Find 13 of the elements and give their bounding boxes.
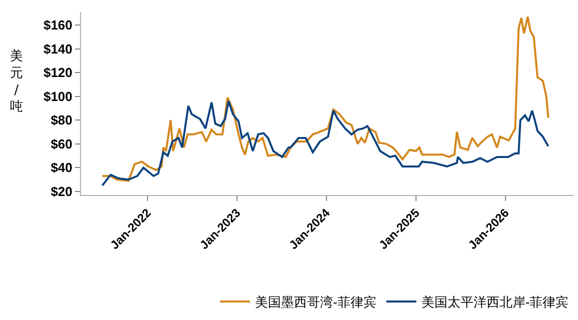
y-tick-label: $60 (50, 136, 72, 152)
y-tick-label: $80 (50, 112, 72, 128)
legend-label: 美国太平洋西北岸-菲律宾 (421, 294, 569, 310)
y-tick-label: $140 (43, 41, 72, 56)
y-tick-label: $20 (50, 184, 72, 199)
legend-label: 美国墨西哥湾-菲律宾 (255, 294, 376, 310)
y-axis-title: 美元/吨 (10, 48, 23, 115)
line-series (101, 100, 550, 186)
line-series (101, 16, 550, 182)
y-tick-label: $40 (50, 160, 72, 176)
y-tick-label: $160 (43, 18, 72, 33)
y-tick-label: $120 (43, 65, 72, 80)
y-tick-label: $100 (43, 88, 72, 104)
